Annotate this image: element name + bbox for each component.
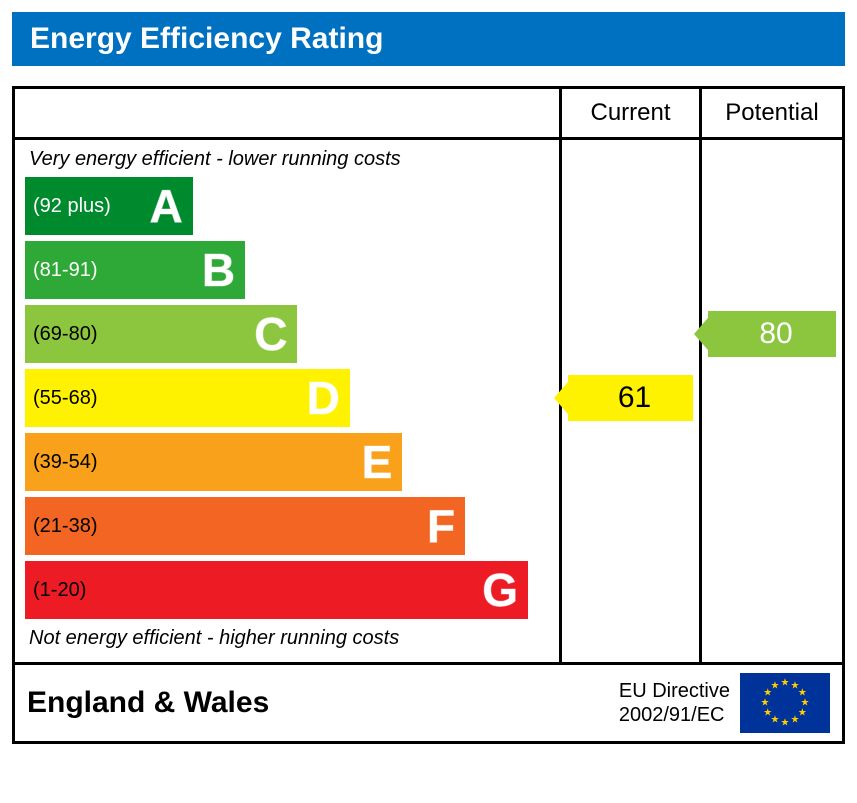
eu-star: ★ bbox=[761, 698, 770, 709]
potential-rating-badge: 80 bbox=[708, 311, 836, 357]
current-column: 61 bbox=[562, 140, 702, 662]
header-spacer bbox=[15, 89, 562, 137]
bars-container: (92 plus) A (81-91) B (69-80) C (55-68) D (39-54… bbox=[25, 177, 549, 619]
band-c: (69-80) C bbox=[25, 305, 297, 363]
band-g: (1-20) G bbox=[25, 561, 528, 619]
eu-star: ★ bbox=[771, 680, 780, 691]
eu-star: ★ bbox=[763, 708, 772, 719]
band-range-f: (21-38) bbox=[25, 515, 97, 538]
band-letter-a: A bbox=[149, 179, 182, 233]
title-bar: Energy Efficiency Rating bbox=[12, 12, 845, 66]
eu-star: ★ bbox=[781, 718, 790, 729]
band-range-c: (69-80) bbox=[25, 323, 97, 346]
header-current: Current bbox=[562, 89, 702, 137]
band-f: (21-38) F bbox=[25, 497, 465, 555]
band-letter-b: B bbox=[202, 243, 235, 297]
eu-star: ★ bbox=[791, 715, 800, 726]
header-row: Current Potential bbox=[15, 89, 842, 140]
band-letter-f: F bbox=[427, 499, 455, 553]
band-range-g: (1-20) bbox=[25, 579, 86, 602]
potential-column: 80 bbox=[702, 140, 842, 662]
band-a: (92 plus) A bbox=[25, 177, 193, 235]
title-text: Energy Efficiency Rating bbox=[30, 22, 383, 55]
footer-directive: EU Directive 2002/91/EC bbox=[619, 679, 730, 727]
eu-star: ★ bbox=[781, 678, 790, 689]
band-letter-c: C bbox=[254, 307, 287, 361]
band-letter-e: E bbox=[362, 435, 393, 489]
band-range-e: (39-54) bbox=[25, 451, 97, 474]
band-b: (81-91) B bbox=[25, 241, 245, 299]
band-letter-d: D bbox=[307, 371, 340, 425]
epc-chart: Current Potential Very energy efficient … bbox=[12, 86, 845, 744]
band-d: (55-68) D bbox=[25, 369, 350, 427]
current-rating-badge: 61 bbox=[568, 375, 693, 421]
eu-flag-icon: ★★★★★★★★★★★★ bbox=[740, 673, 830, 733]
footer-country: England & Wales bbox=[27, 686, 619, 720]
band-e: (39-54) E bbox=[25, 433, 402, 491]
note-top: Very energy efficient - lower running co… bbox=[25, 146, 549, 177]
directive-line2: 2002/91/EC bbox=[619, 703, 730, 727]
band-range-d: (55-68) bbox=[25, 387, 97, 410]
note-bottom: Not energy efficient - higher running co… bbox=[25, 625, 549, 656]
directive-line1: EU Directive bbox=[619, 679, 730, 703]
body-row: Very energy efficient - lower running co… bbox=[15, 140, 842, 665]
band-letter-g: G bbox=[482, 563, 518, 617]
bars-column: Very energy efficient - lower running co… bbox=[15, 140, 562, 662]
header-potential: Potential bbox=[702, 89, 842, 137]
band-range-b: (81-91) bbox=[25, 259, 97, 282]
band-range-a: (92 plus) bbox=[25, 195, 111, 218]
footer-row: England & Wales EU Directive 2002/91/EC … bbox=[15, 665, 842, 741]
